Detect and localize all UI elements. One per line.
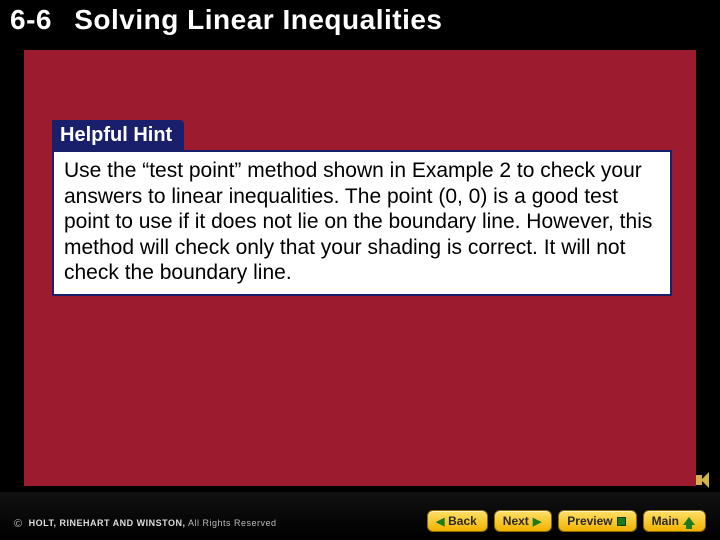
back-label: Back	[448, 514, 477, 528]
speaker-icon[interactable]	[696, 472, 714, 488]
hint-badge: Helpful Hint	[52, 120, 184, 151]
section-number: 6-6	[10, 4, 52, 35]
back-button[interactable]: ▶ Back	[427, 510, 488, 532]
next-label: Next	[503, 514, 529, 528]
slide: 6-6 Solving Linear Inequalities Helpful …	[0, 0, 720, 540]
copyright-symbol: ©	[14, 518, 23, 530]
lesson-title: Solving Linear Inequalities	[74, 4, 442, 35]
publisher-name: HOLT, RINEHART AND WINSTON,	[29, 518, 186, 528]
copyright-text: © HOLT, RINEHART AND WINSTON, All Rights…	[14, 518, 277, 530]
home-icon	[683, 517, 695, 525]
content-panel: Helpful Hint Use the “test point” method…	[22, 48, 698, 488]
footer-bar: © HOLT, RINEHART AND WINSTON, All Rights…	[0, 492, 720, 540]
helpful-hint-card: Helpful Hint Use the “test point” method…	[52, 150, 672, 296]
main-button[interactable]: Main	[643, 510, 706, 532]
square-icon	[617, 517, 626, 526]
nav-button-group: ▶ Back Next ▶ Preview Main	[427, 510, 706, 532]
next-button[interactable]: Next ▶	[494, 510, 552, 532]
rights-text: All Rights Reserved	[188, 518, 277, 528]
triangle-right-icon: ▶	[533, 515, 541, 528]
preview-label: Preview	[567, 514, 612, 528]
lesson-header: 6-6 Solving Linear Inequalities	[10, 4, 443, 36]
preview-button[interactable]: Preview	[558, 510, 636, 532]
triangle-left-icon: ▶	[436, 515, 444, 528]
main-label: Main	[652, 514, 679, 528]
hint-body-text: Use the “test point” method shown in Exa…	[54, 152, 670, 294]
